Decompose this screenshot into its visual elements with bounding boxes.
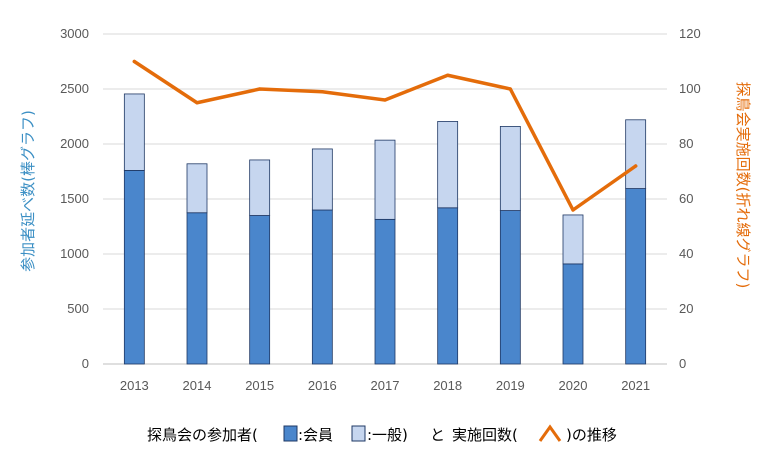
bar-general-2020 xyxy=(562,214,584,265)
count-point-2018 xyxy=(446,73,450,77)
caption-connector: と xyxy=(430,426,445,444)
bar-member-2021 xyxy=(625,188,647,365)
caption-prefix: 探鳥会の参加者( xyxy=(147,426,258,444)
right-tick-label: 80 xyxy=(679,136,693,151)
right-tick-label: 20 xyxy=(679,301,693,316)
x-tick-label: 2020 xyxy=(559,378,588,393)
left-tick-label: 1500 xyxy=(60,191,89,206)
x-axis-ticks: 2013 2014 2015 2016 2017 2018 2019 2020 2021 xyxy=(120,378,650,393)
x-tick-label: 2014 xyxy=(183,378,212,393)
bar-member-2017 xyxy=(374,218,396,365)
legend-general-swatch xyxy=(351,425,366,442)
x-tick-label: 2021 xyxy=(621,378,650,393)
x-tick-label: 2019 xyxy=(496,378,525,393)
caption-count: 実施回数( xyxy=(452,426,518,444)
right-tick-label: 100 xyxy=(679,81,701,96)
right-tick-label: 0 xyxy=(679,356,686,371)
right-axis-ticks: 0 20 40 60 80 100 120 xyxy=(679,26,701,371)
x-tick-label: 2015 xyxy=(245,378,274,393)
count-line xyxy=(132,59,638,212)
bar-general-2017 xyxy=(374,139,396,220)
left-tick-label: 3000 xyxy=(60,26,89,41)
left-tick-label: 2000 xyxy=(60,136,89,151)
bar-general-2016 xyxy=(311,148,333,211)
count-point-2017 xyxy=(383,98,387,102)
x-tick-label: 2013 xyxy=(120,378,149,393)
bar-member-2013 xyxy=(123,169,145,365)
left-tick-label: 500 xyxy=(67,301,89,316)
right-axis-label: 探鳥会実施回数(折れ線グラフ) xyxy=(734,82,752,289)
bar-general-2015 xyxy=(249,159,271,216)
left-tick-label: 0 xyxy=(82,356,89,371)
caption-suffix: )の推移 xyxy=(566,426,617,444)
bar-general-2013 xyxy=(123,93,145,171)
count-point-2013 xyxy=(132,59,136,64)
left-tick-label: 1000 xyxy=(60,246,89,261)
caption-general: :一般) xyxy=(367,426,408,444)
count-point-2014 xyxy=(195,101,199,105)
bar-member-2015 xyxy=(249,215,271,365)
legend-member-swatch xyxy=(283,425,298,442)
bar-member-2020 xyxy=(562,263,584,365)
bars xyxy=(123,93,647,365)
bar-general-2018 xyxy=(437,121,459,209)
left-axis-label: 参加者延べ数(棒グラフ) xyxy=(19,110,37,272)
caption-member: :会員 xyxy=(298,426,333,444)
count-point-2019 xyxy=(508,87,512,91)
left-axis-ticks: 0 500 1000 1500 2000 2500 3000 xyxy=(60,26,89,371)
bar-member-2014 xyxy=(186,212,208,365)
bar-general-2021 xyxy=(625,119,647,189)
bar-member-2018 xyxy=(437,207,459,365)
bar-general-2019 xyxy=(499,126,521,211)
right-tick-label: 40 xyxy=(679,246,693,261)
x-tick-label: 2018 xyxy=(433,378,462,393)
x-tick-label: 2017 xyxy=(371,378,400,393)
caption: 探鳥会の参加者( :会員 :一般) と 実施回数( )の推移 xyxy=(147,424,617,444)
count-point-2020 xyxy=(571,208,575,212)
legend-line-icon xyxy=(538,424,562,442)
bar-general-2014 xyxy=(186,163,208,214)
x-tick-label: 2016 xyxy=(308,378,337,393)
bar-member-2016 xyxy=(311,209,333,365)
count-point-2015 xyxy=(258,87,262,91)
right-tick-label: 120 xyxy=(679,26,701,41)
bar-member-2019 xyxy=(499,210,521,365)
left-tick-label: 2500 xyxy=(60,81,89,96)
count-point-2021 xyxy=(634,164,638,168)
count-point-2016 xyxy=(320,90,324,94)
right-tick-label: 60 xyxy=(679,191,693,206)
